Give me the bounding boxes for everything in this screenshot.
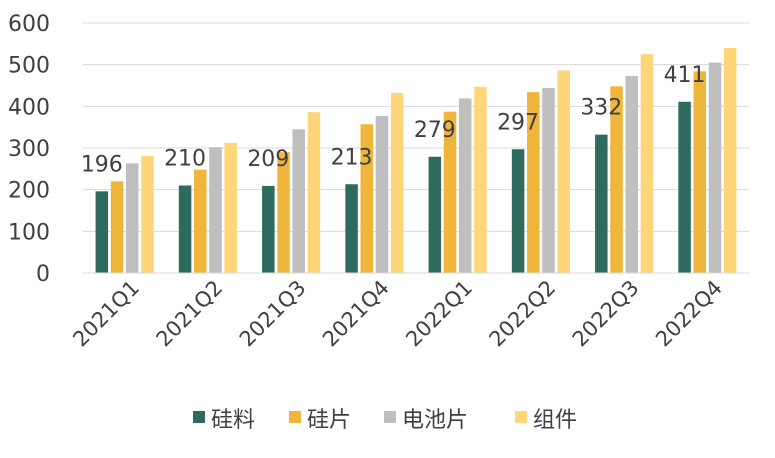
bar-4-2021Q1 <box>141 155 154 273</box>
y-tick-label: 400 <box>8 95 50 120</box>
bar-4-2022Q2 <box>557 70 570 273</box>
x-tick-label: 2021Q1 <box>68 276 144 352</box>
legend-label: 组件 <box>533 408 577 433</box>
bar-3-2022Q2 <box>542 88 555 273</box>
x-tick-label: 2021Q3 <box>235 276 311 352</box>
legend-swatch <box>289 411 301 423</box>
y-tick-label: 200 <box>8 179 50 204</box>
bar-2-2021Q2 <box>194 169 207 273</box>
y-tick-label: 0 <box>36 262 50 287</box>
data-labels: 196 210 209 213 279 297 332 411 <box>81 63 706 178</box>
bar-4-2021Q2 <box>224 143 237 273</box>
bar-3-2021Q4 <box>375 115 389 274</box>
x-tick-label: 2021Q2 <box>152 276 228 352</box>
bar-4-2021Q3 <box>307 112 321 274</box>
bar-2-2021Q4 <box>360 124 374 273</box>
x-tick-label: 2022Q2 <box>485 276 561 352</box>
legend-swatch <box>515 411 527 423</box>
y-tick-label: 300 <box>8 137 50 162</box>
legend-swatch <box>193 411 205 423</box>
x-tick-label: 2022Q3 <box>568 276 644 352</box>
bar-1-2022Q4 <box>678 101 691 273</box>
bar-2-2021Q3 <box>277 152 290 273</box>
bar-1-2021Q4 <box>345 184 358 273</box>
legend-label: 硅料 <box>211 408 255 433</box>
bar-4-2021Q4 <box>390 93 404 273</box>
bar-4-2022Q4 <box>723 48 737 273</box>
x-axis: 2021Q1 2021Q2 2021Q3 2021Q4 2022Q1 2022Q2 2022… <box>68 272 749 352</box>
y-tick-label: 100 <box>8 220 50 245</box>
bar-2-2022Q3 <box>610 86 623 273</box>
bar-2-2022Q2 <box>527 92 540 274</box>
x-tick-label: 2022Q1 <box>401 276 477 352</box>
legend: 硅料 硅片 电池片 组件 <box>193 408 577 433</box>
data-label: 213 <box>331 145 373 170</box>
legend-swatch <box>384 411 396 423</box>
bar-3-2022Q3 <box>625 75 638 274</box>
x-tick-label: 2022Q4 <box>651 276 727 352</box>
data-label: 196 <box>81 152 123 177</box>
legend-label: 电池片 <box>402 408 468 433</box>
bar-3-2021Q1 <box>125 163 139 273</box>
data-label: 279 <box>414 118 456 143</box>
bar-3-2021Q2 <box>209 147 222 273</box>
bar-1-2022Q1 <box>428 156 442 273</box>
bars <box>95 48 737 274</box>
data-label: 297 <box>497 110 539 135</box>
bar-4-2022Q3 <box>640 54 654 273</box>
data-label: 411 <box>664 63 706 88</box>
bar-2-2022Q4 <box>693 71 707 273</box>
bar-1-2022Q3 <box>595 134 608 273</box>
data-label: 332 <box>580 96 622 121</box>
bar-3-2021Q3 <box>292 129 305 273</box>
y-tick-label: 600 <box>8 12 50 37</box>
data-label: 209 <box>247 147 289 172</box>
bar-2-2022Q1 <box>443 111 457 273</box>
bar-1-2021Q3 <box>262 185 275 273</box>
bar-3-2022Q4 <box>708 62 722 274</box>
bar-1-2022Q2 <box>511 149 525 273</box>
gridlines <box>83 22 749 274</box>
y-axis-ticks: 0 100 200 300 400 500 600 <box>8 12 50 287</box>
x-tick-label: 2021Q4 <box>318 276 394 352</box>
data-label: 210 <box>164 147 206 172</box>
y-tick-label: 500 <box>8 54 50 79</box>
bar-4-2022Q1 <box>474 86 487 273</box>
legend-label: 硅片 <box>307 408 351 433</box>
bar-1-2021Q1 <box>95 191 109 273</box>
bar-3-2022Q1 <box>458 98 472 274</box>
bar-1-2021Q2 <box>178 185 192 273</box>
bar-2-2021Q1 <box>110 181 124 273</box>
